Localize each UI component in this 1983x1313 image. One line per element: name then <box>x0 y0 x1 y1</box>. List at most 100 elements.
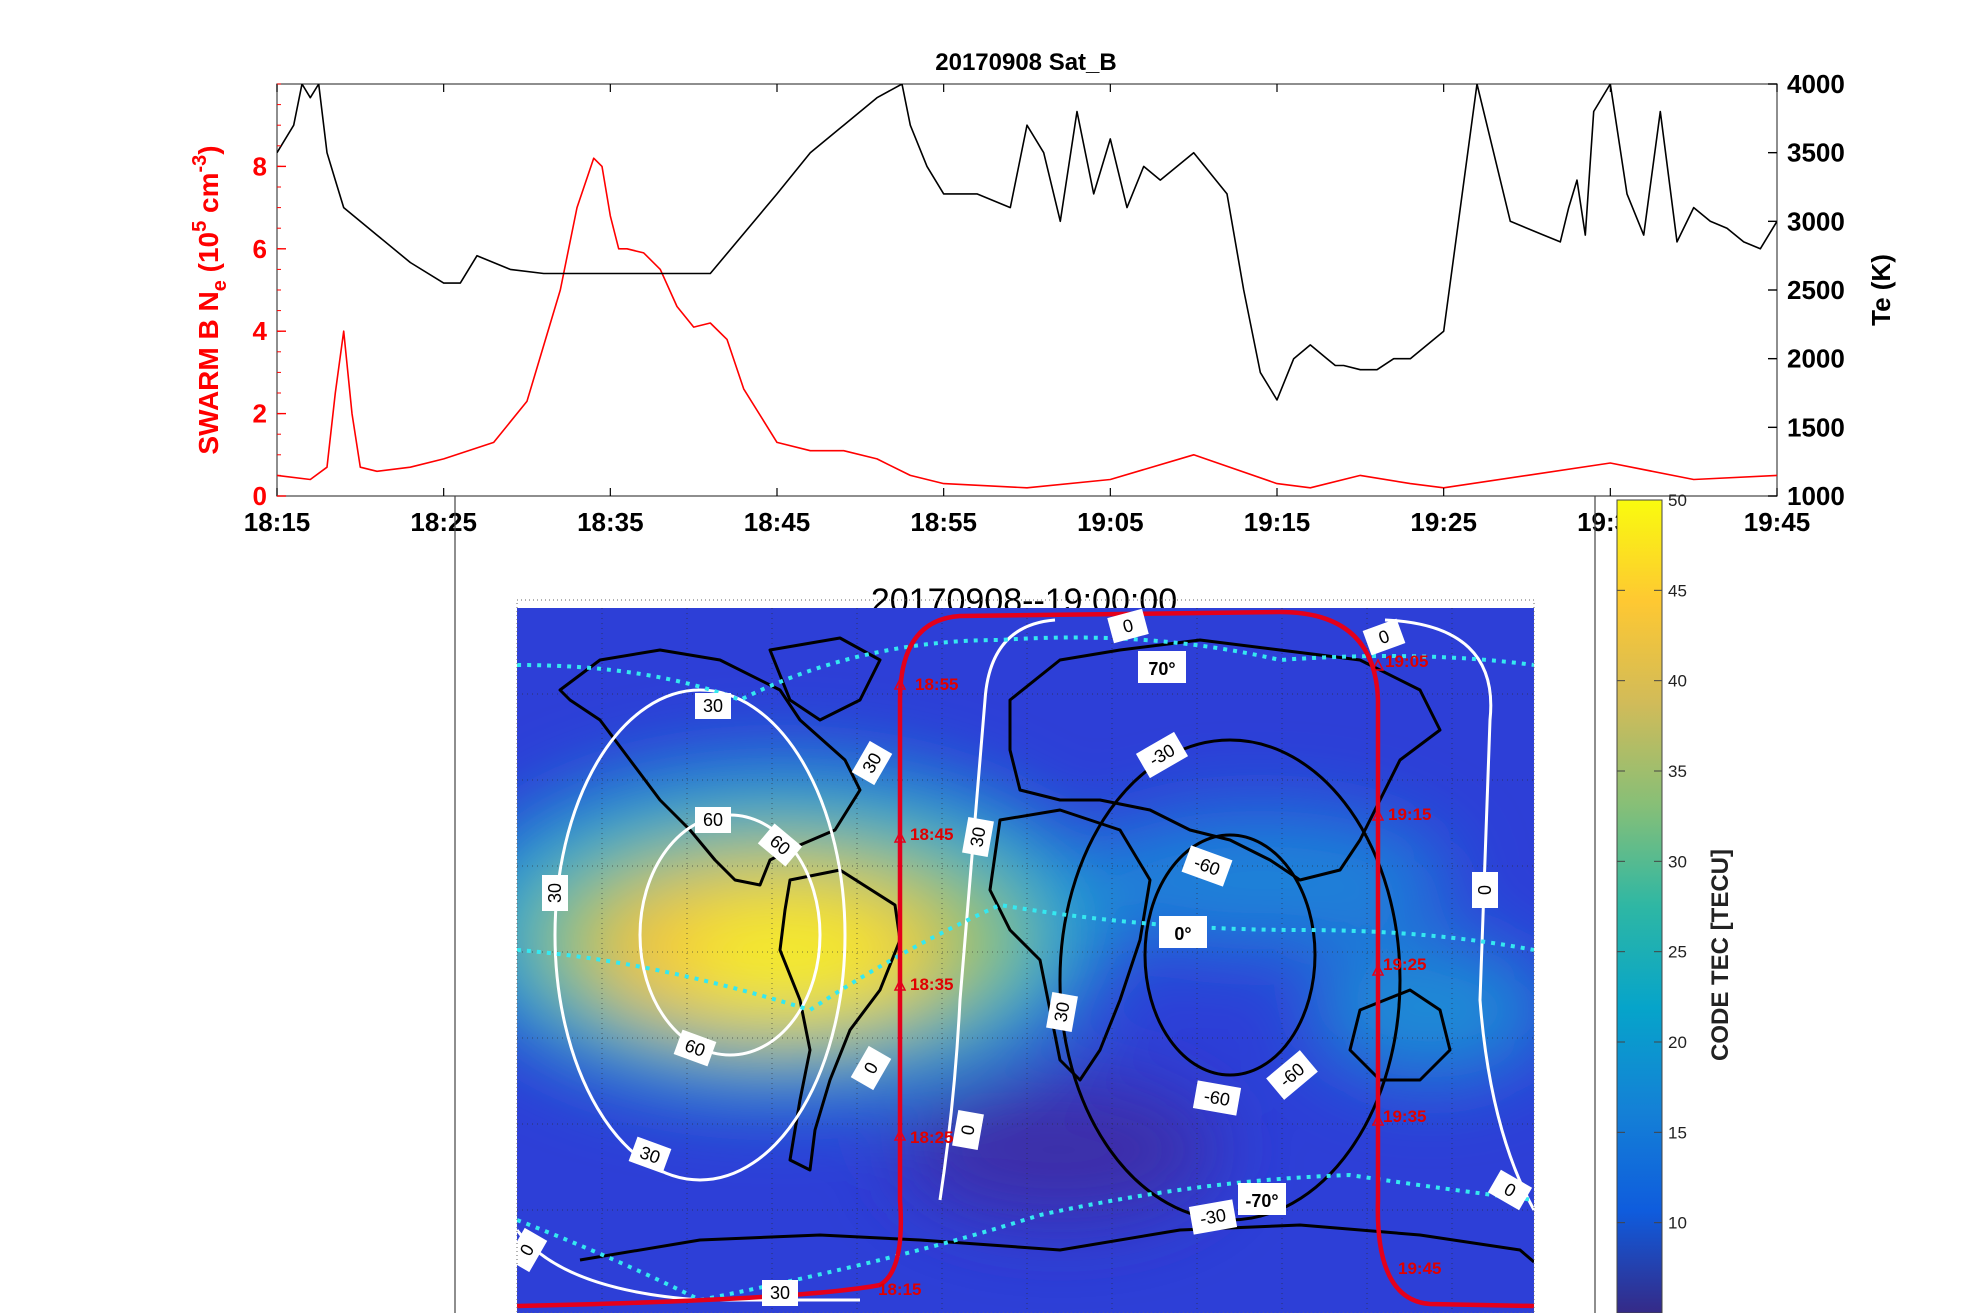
dip-label-box <box>1238 1183 1286 1215</box>
track-time-label: 18:25 <box>910 1128 953 1147</box>
colorbar-tick-label: 50 <box>1668 491 1687 510</box>
x-tick-label: 19:25 <box>1410 507 1477 537</box>
coast-south-america <box>778 868 902 1172</box>
y-right-tick-label: 4000 <box>1787 69 1845 99</box>
contour-label: -60 <box>1192 1080 1242 1116</box>
tec-blob-yellow <box>680 905 900 1005</box>
track-time-label: 19:25 <box>1383 955 1426 974</box>
track-time-label: 18:15 <box>878 1280 921 1299</box>
x-tick-label: 18:55 <box>910 507 977 537</box>
contour-label-text: 30 <box>1050 1000 1073 1023</box>
plot-frame <box>276 83 1778 497</box>
contour-label-text: 30 <box>703 696 723 716</box>
y-axis-left: 0 2 4 6 8 <box>253 83 286 511</box>
contour-label-text: 0 <box>957 1123 978 1136</box>
contour-label-text: 30 <box>770 1283 790 1303</box>
colorbar: 10 15 20 25 30 35 40 45 50 CODE TEC [TECU] <box>1616 491 1734 1313</box>
colorbar-label: CODE TEC [TECU] <box>1707 849 1734 1061</box>
colorbar-tick-label: 35 <box>1668 762 1687 781</box>
coast-australia <box>1348 988 1452 1082</box>
track-time-label: 19:35 <box>1383 1107 1426 1126</box>
contour-label-box <box>542 875 568 911</box>
dip-neg70 <box>517 1172 1534 1303</box>
contour-label-text: -30 <box>1198 1205 1227 1229</box>
series-line-ne <box>277 157 1777 489</box>
colorbar-tick-label: 25 <box>1668 943 1687 962</box>
colorbar-ticks: 10 15 20 25 30 35 40 45 50 <box>1617 491 1687 1233</box>
contour-label: 0 <box>517 1227 548 1273</box>
coastlines <box>558 636 1534 1264</box>
x-tick-label: 19:45 <box>1744 507 1811 537</box>
coast-greenland <box>768 636 882 722</box>
contour-label: 30 <box>962 817 994 857</box>
y-axis-right-label: Te (K) <box>1866 254 1896 326</box>
contour-label-box <box>1192 1080 1242 1116</box>
contour-0-west <box>1384 618 1534 1211</box>
contour-label-box <box>1046 992 1078 1032</box>
contour-label: 30 <box>542 875 568 911</box>
dip-label-box <box>1159 916 1207 948</box>
contour-label-box <box>517 1227 548 1273</box>
contour-label-box <box>762 1280 798 1306</box>
y-right-tick-label: 1000 <box>1787 481 1845 511</box>
contour-label-box <box>851 740 893 786</box>
dip-label: 70° <box>1148 659 1175 679</box>
x-tick-label: 19:15 <box>1244 507 1311 537</box>
contour-label-box <box>1472 872 1498 908</box>
x-tick-label: 19:05 <box>1077 507 1144 537</box>
colorbar-tick-label: 30 <box>1668 852 1687 871</box>
contour-label: 0 <box>1487 1169 1533 1211</box>
contour-label-box <box>1266 1050 1318 1100</box>
y-right-tick-label: 1500 <box>1787 412 1845 442</box>
contour-30 <box>553 688 847 1182</box>
track-time-label: 19:05 <box>1385 652 1428 671</box>
y-left-tick-label: 2 <box>253 399 267 429</box>
x-tick-label: 18:25 <box>410 507 477 537</box>
track-time-label: 19:15 <box>1388 805 1431 824</box>
y-left-tick-label: 8 <box>253 151 267 181</box>
contour-label: 30 <box>762 1280 798 1306</box>
contour-label-box <box>952 1110 984 1150</box>
contour-0-east <box>938 618 1056 1201</box>
contour-label-box <box>673 1029 717 1067</box>
y-left-tick-label: 6 <box>253 234 267 264</box>
contour-label: 60 <box>695 807 731 833</box>
contour-label: 30 <box>695 693 731 719</box>
colorbar-frame <box>1616 499 1663 1313</box>
contour-label: 30 <box>851 740 893 786</box>
x-tick-label: 18:35 <box>577 507 644 537</box>
tec-blob-cyan-ne <box>1070 810 1450 950</box>
colorbar-tick-label: 40 <box>1668 672 1687 691</box>
contour-label-text: 30 <box>966 825 989 848</box>
tec-map-panel: 20170908--19:00:00 <box>454 491 1734 1313</box>
y-right-tick-label: 2500 <box>1787 275 1845 305</box>
track-time-label: 18:55 <box>915 675 958 694</box>
contour-label: 60 <box>673 1029 717 1067</box>
contour-label-text: 0 <box>1475 885 1495 895</box>
contour-label-box <box>850 1045 892 1091</box>
plot-area <box>277 84 1777 489</box>
series-line-te <box>277 84 1777 401</box>
chart-title: 20170908 Sat_B <box>935 49 1116 76</box>
contour-label-box <box>757 823 803 867</box>
contour-label-text: -60 <box>1202 1086 1231 1110</box>
colorbar-tick-label: 45 <box>1668 581 1687 600</box>
contour-label: 0 <box>1107 608 1149 644</box>
contour-label-box <box>962 817 994 857</box>
track-time-label: 18:45 <box>910 825 953 844</box>
colorbar-fill <box>1617 500 1662 1313</box>
contour-label-text: 30 <box>545 883 565 903</box>
contour-label-box <box>628 1136 672 1174</box>
dip-label: 0° <box>1174 924 1191 944</box>
contour-label-box <box>1362 618 1406 656</box>
x-tick-label: 18:15 <box>244 507 311 537</box>
contour-label: 30 <box>1046 992 1078 1032</box>
contour-label-box <box>1188 1199 1238 1235</box>
coast-africa <box>988 808 1152 1082</box>
contour-label-text: 60 <box>703 810 723 830</box>
y-left-tick-label: 4 <box>253 316 268 346</box>
contour-label: -30 <box>1188 1199 1238 1235</box>
track-time-label: 19:45 <box>1398 1259 1441 1278</box>
